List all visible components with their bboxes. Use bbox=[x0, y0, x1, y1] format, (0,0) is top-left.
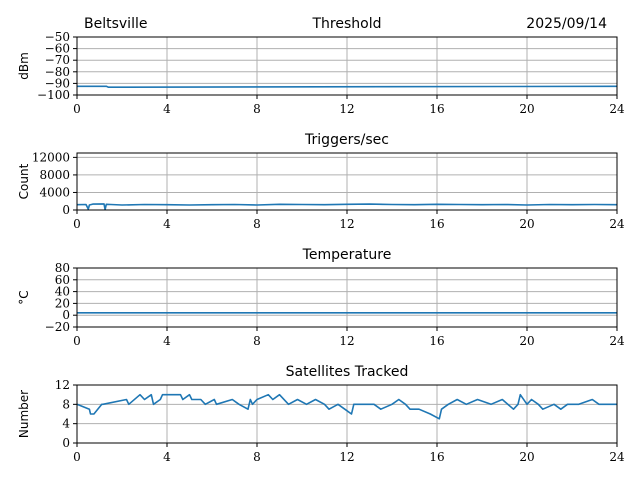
satellites-xtick-label-3: 12 bbox=[339, 450, 354, 464]
threshold-ytick-label-5: −50 bbox=[45, 30, 70, 44]
triggers-ytick-label-2: 8000 bbox=[39, 168, 70, 182]
satellites-panel: 0 4 8 12 16 20 24 0 4 8 12 Satellites Tracked Number bbox=[17, 364, 625, 464]
temperature-xtick-label-1: 4 bbox=[163, 334, 171, 348]
triggers-xtick-label-1: 4 bbox=[163, 217, 171, 231]
temperature-ytick-label-3: 40 bbox=[55, 285, 70, 299]
triggers-xtick-label-5: 20 bbox=[519, 217, 534, 231]
threshold-xtick-label-3: 12 bbox=[339, 102, 354, 116]
threshold-ytick-label-4: −60 bbox=[45, 42, 70, 56]
triggers-xtick-label-4: 16 bbox=[429, 217, 444, 231]
temperature-ytick-label-1: 0 bbox=[62, 308, 70, 322]
temperature-ylabel: °C bbox=[17, 290, 31, 304]
temperature-xtick-label-6: 24 bbox=[609, 334, 625, 348]
satellites-series-line bbox=[76, 393, 617, 420]
location-label: Beltsville bbox=[84, 16, 147, 32]
temperature-xtick-label-5: 20 bbox=[519, 334, 534, 348]
triggers-ytick-label-1: 4000 bbox=[39, 185, 70, 199]
triggers-xtick-label-0: 0 bbox=[73, 217, 81, 231]
threshold-title: Threshold bbox=[312, 16, 382, 32]
chart-panels: 0 4 8 12 16 20 24 −100−90−80−70−60−50 Threshold d… bbox=[17, 16, 625, 464]
satellites-ylabel: Number bbox=[17, 390, 31, 438]
satellites-xtick-label-0: 0 bbox=[73, 450, 81, 464]
threshold-xtick-label-5: 20 bbox=[519, 102, 534, 116]
triggers-xtick-label-6: 24 bbox=[609, 217, 625, 231]
temperature-ytick-label-0: −20 bbox=[45, 320, 70, 334]
temperature-xtick-label-0: 0 bbox=[73, 334, 81, 348]
satellites-xtick-label-2: 8 bbox=[253, 450, 261, 464]
threshold-panel: 0 4 8 12 16 20 24 −100−90−80−70−60−50 Threshold d… bbox=[17, 16, 625, 116]
triggers-series-line bbox=[76, 203, 618, 211]
triggers-title: Triggers/sec bbox=[304, 132, 389, 148]
triggers-ytick-label-3: 12000 bbox=[32, 150, 70, 164]
satellites-ytick-label-2: 8 bbox=[62, 397, 70, 411]
threshold-ytick-label-0: −100 bbox=[37, 88, 70, 102]
satellites-xtick-label-5: 20 bbox=[519, 450, 534, 464]
threshold-xtick-label-4: 16 bbox=[429, 102, 444, 116]
threshold-ylabel: dBm bbox=[17, 52, 31, 80]
temperature-ytick-label-2: 20 bbox=[55, 296, 70, 310]
temperature-ytick-label-5: 80 bbox=[55, 261, 70, 275]
satellites-xtick-label-4: 16 bbox=[429, 450, 444, 464]
triggers-xtick-label-2: 8 bbox=[253, 217, 261, 231]
threshold-xtick-label-2: 8 bbox=[253, 102, 261, 116]
threshold-xtick-label-1: 4 bbox=[163, 102, 171, 116]
satellites-xtick-label-6: 24 bbox=[609, 450, 625, 464]
triggers-panel: 0 4 8 12 16 20 24 0 4000 8000 12000 Triggers/sec Cou… bbox=[17, 132, 625, 231]
temperature-ytick-label-4: 60 bbox=[55, 273, 70, 287]
triggers-ytick-label-0: 0 bbox=[62, 203, 70, 217]
temperature-title: Temperature bbox=[302, 247, 392, 263]
temperature-xtick-label-4: 16 bbox=[429, 334, 444, 348]
temperature-xtick-label-3: 12 bbox=[339, 334, 354, 348]
date-label: 2025/09/14 bbox=[526, 16, 607, 32]
threshold-xtick-label-0: 0 bbox=[73, 102, 81, 116]
satellites-xtick-label-1: 4 bbox=[163, 450, 171, 464]
satellites-ytick-label-0: 0 bbox=[62, 436, 70, 450]
satellites-ytick-label-3: 12 bbox=[55, 378, 70, 392]
threshold-ytick-label-3: −70 bbox=[45, 53, 70, 67]
threshold-ytick-label-2: −80 bbox=[45, 65, 70, 79]
threshold-ytick-label-1: −90 bbox=[45, 76, 70, 90]
triggers-xtick-label-3: 12 bbox=[339, 217, 354, 231]
threshold-xtick-label-6: 24 bbox=[609, 102, 625, 116]
triggers-ylabel: Count bbox=[17, 163, 31, 199]
temperature-xtick-label-2: 8 bbox=[253, 334, 261, 348]
satellites-title: Satellites Tracked bbox=[286, 364, 409, 380]
threshold-series-line bbox=[77, 85, 618, 88]
satellites-ytick-label-1: 4 bbox=[62, 417, 70, 431]
